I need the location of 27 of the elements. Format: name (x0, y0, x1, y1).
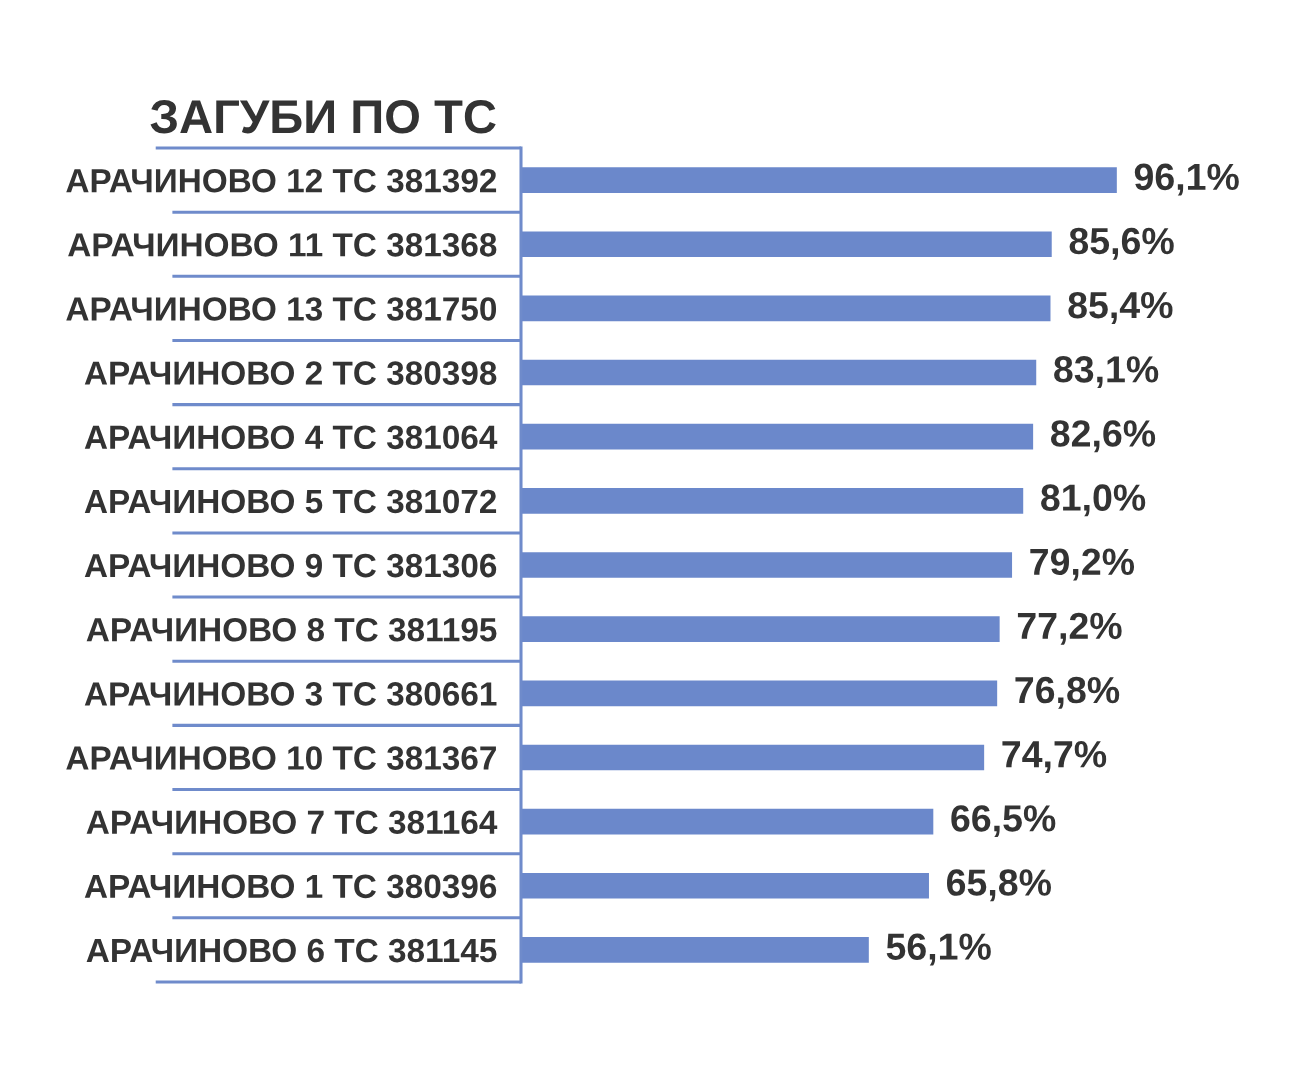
y-tick-label: АРАЧИНОВО 8 ТС 381195 (86, 617, 497, 642)
data-label: 85,6% (1069, 227, 1174, 260)
y-tick-label: АРАЧИНОВО 5 ТС 381072 (84, 489, 497, 514)
y-tick-label: АРАЧИНОВО 2 ТС 380398 (84, 361, 497, 385)
y-tick-label: АРАЧИНОВО 9 ТС 381306 (84, 553, 497, 578)
y-tick-label: АРАЧИНОВО 12 ТС 381392 (66, 168, 497, 193)
y-tick-label: АРАЧИНОВО 1 ТС 380396 (84, 874, 497, 899)
data-label: 81,0% (1041, 484, 1146, 517)
y-tick-label: АРАЧИНОВО 11 ТС 381368 (68, 233, 497, 257)
data-label: 56,1% (886, 933, 991, 966)
y-tick-label: АРАЧИНОВО 13 ТС 381750 (66, 297, 497, 321)
data-label: 85,4% (1068, 291, 1173, 324)
chart-title: ЗАГУБИ ПО ТС (150, 100, 496, 134)
y-tick-label: АРАЧИНОВО 6 ТС 381145 (86, 938, 497, 963)
y-tick-label: АРАЧИНОВО 10 ТС 381367 (66, 746, 496, 770)
y-tick-label: АРАЧИНОВО 4 ТС 381064 (84, 425, 498, 450)
data-label: 83,1% (1054, 356, 1159, 389)
data-label: 66,5% (951, 805, 1056, 838)
data-label: 96,1% (1134, 163, 1239, 196)
data-label: 76,8% (1015, 676, 1120, 709)
data-label: 79,2% (1030, 548, 1135, 581)
data-label: 77,2% (1017, 612, 1122, 645)
y-tick-label: АРАЧИНОВО 3 ТС 380661 (84, 682, 497, 706)
data-label: 74,7% (1002, 741, 1107, 773)
y-tick-label: АРАЧИНОВО 7 ТС 381164 (86, 810, 498, 835)
data-label: 82,6% (1050, 420, 1156, 453)
data-label: 65,8% (947, 869, 1051, 902)
